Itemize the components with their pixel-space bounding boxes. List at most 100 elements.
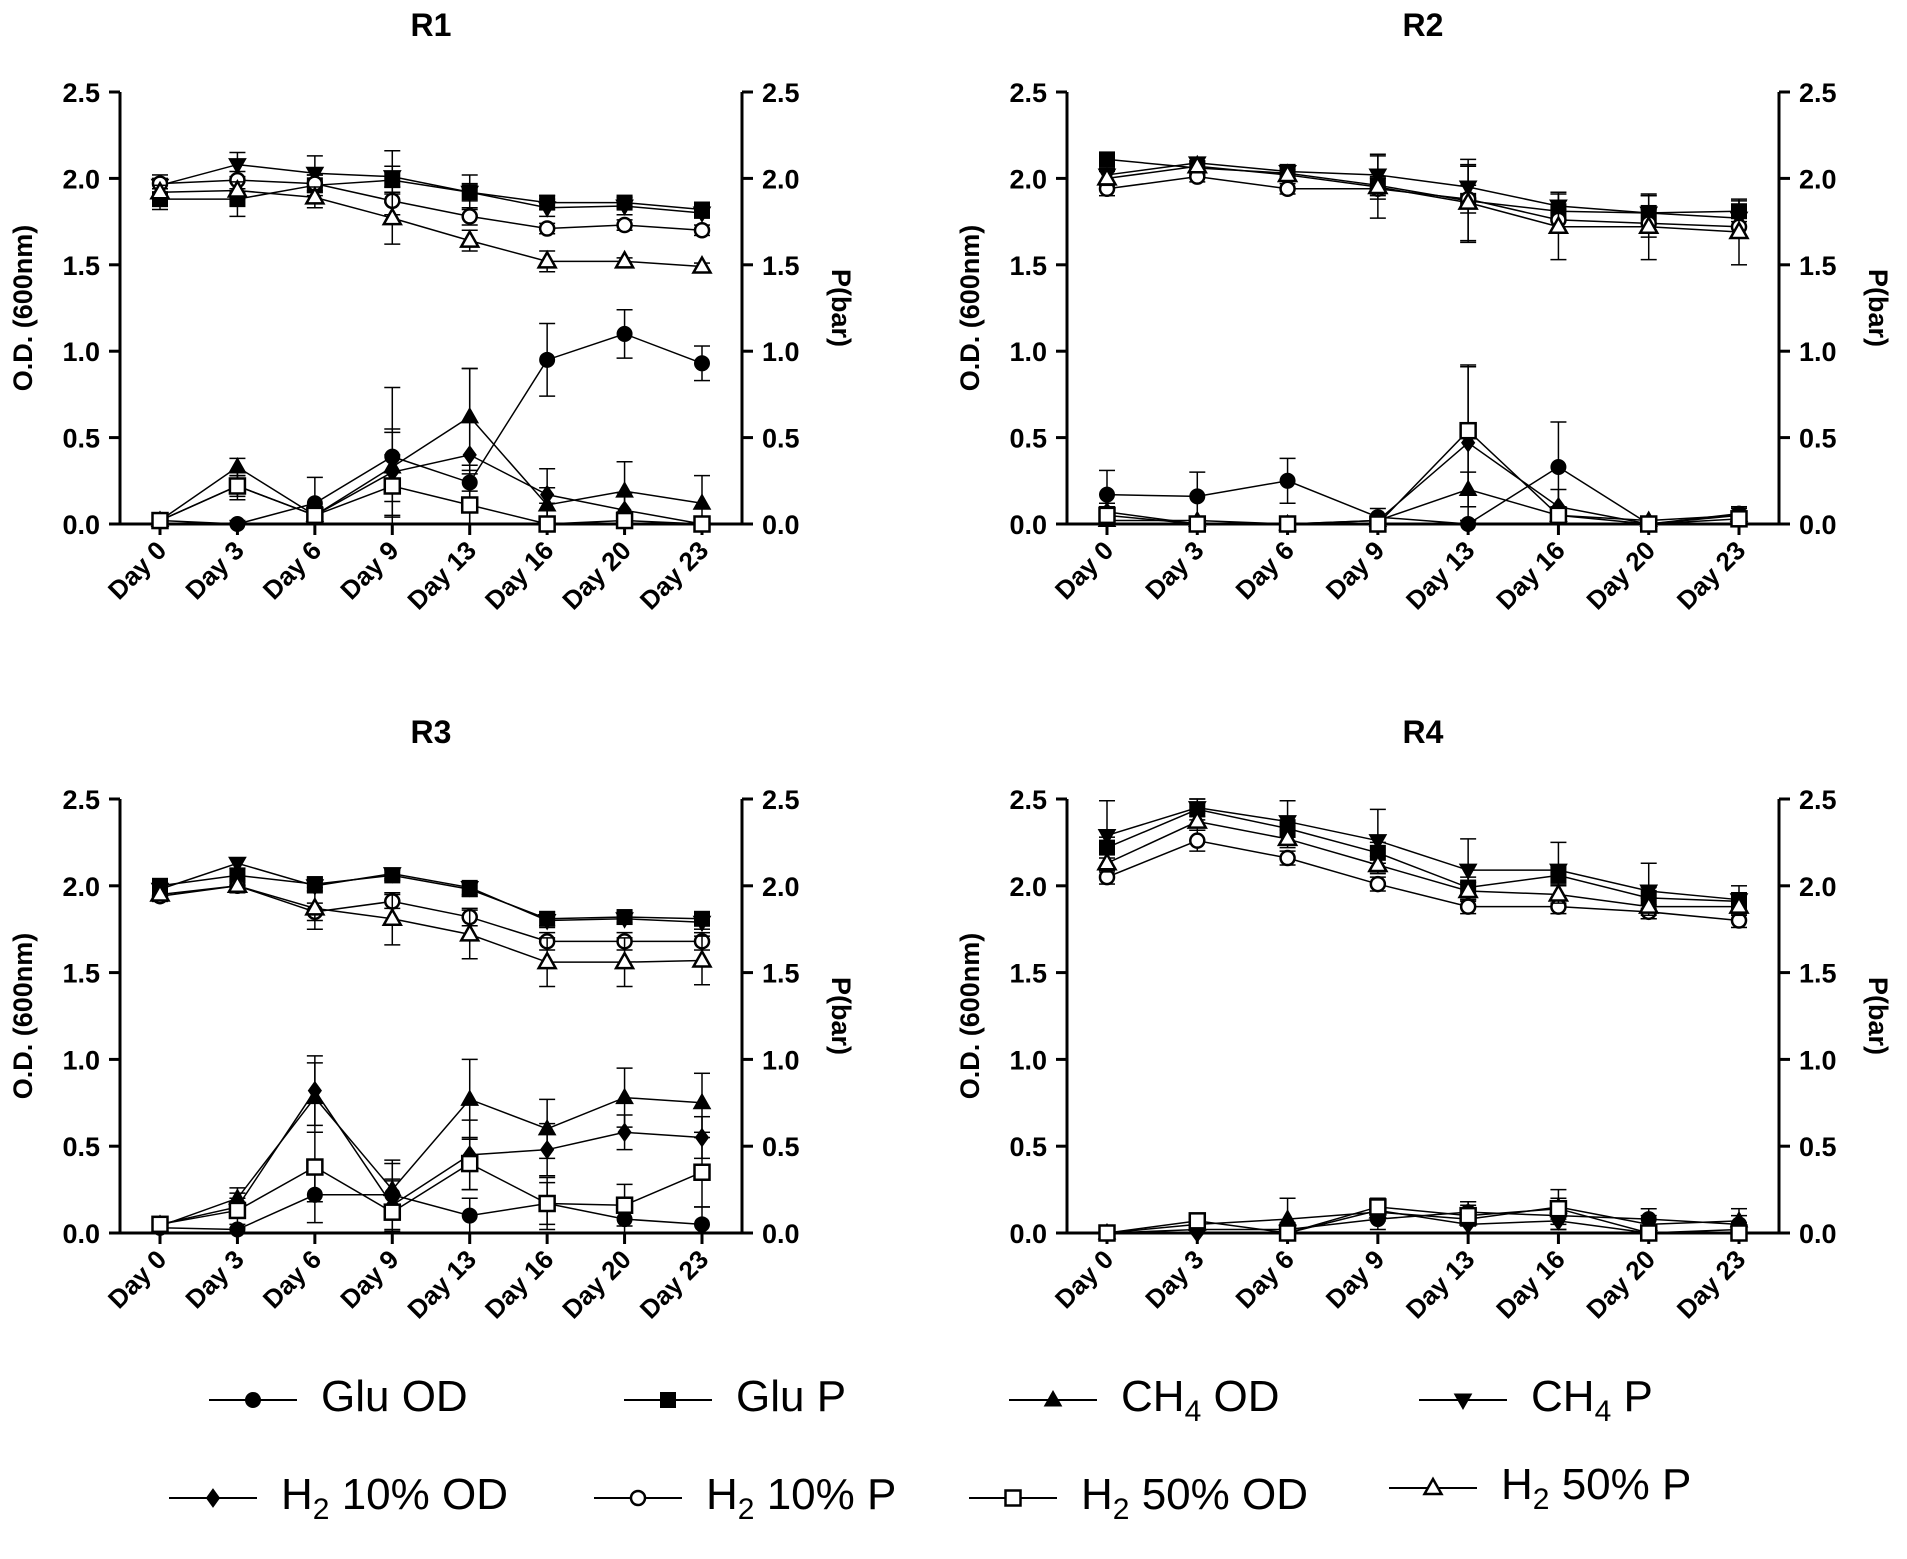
r4-ytick-label-left: 1.5 [1009,959,1047,989]
r3-xtick-label: Day 6 [257,1244,327,1314]
r1-series-h2-50-p-point [304,185,326,205]
r4-series-h2-10-p-line [1106,839,1740,922]
r2-series-h2-50-p-point [1457,191,1479,210]
r2-series-h2-50-od-point [1098,506,1116,525]
r1-ytick-label-left: 1.5 [62,251,100,281]
r4-title: R4 [1403,714,1444,750]
r2-xtick-label: Day 23 [1671,535,1751,615]
r2-series-glu-od-point [1099,486,1115,503]
r1-xtick-label: Day 3 [179,535,249,605]
r2-ytick-label-right: 2.0 [1799,164,1837,194]
r4-series-h2-50-p-point [1367,853,1389,873]
r1-series-ch4-od [150,367,712,528]
r2-ytick-label-left: 2.0 [1009,164,1047,194]
legend-marker-square [660,1392,676,1408]
r4-series-h2-50-od-point [1549,1199,1568,1218]
r4-ytick-label-left: 1.0 [1009,1045,1047,1075]
r2-xtick-label: Day 3 [1139,535,1209,605]
r4-series-h2-50-od-point [1639,1224,1658,1242]
r4-ytick-label-right: 2.5 [1799,785,1837,815]
legend-item-ch4-p: CH4 P [1415,1370,1653,1430]
r4-series-h2-10-p-point [1369,875,1387,893]
r1-series-h2-50-p-line [159,189,703,268]
r3-series-h2-50-od-point [615,1196,634,1214]
r3-series-h2-50-od-point [151,1215,169,1234]
r2-series-h2-50-p-point [1728,220,1750,240]
r2-series-h2-50-od-point [1278,515,1297,533]
legend-item-h2-10-od: H2 10% OD [165,1468,508,1528]
r3-series-h2-50-p [149,874,713,988]
r1-series-h2-10-p-point [461,208,478,225]
r3-series-h2-50-p-point [536,950,558,970]
legend-item-h2-50-p: H2 50% P [1385,1458,1691,1518]
r1-series-ch4-p-point [692,206,712,223]
r3-y2label: P(bar) [826,977,856,1055]
legend-h2-50-od-marker [969,1489,1057,1507]
r1-ytick-label-left: 2.0 [62,164,100,194]
r4-ytick-label-left: 0.5 [1009,1132,1047,1162]
legend-h2-10-od-marker [169,1488,257,1508]
r3-series-h2-50-od-point [693,1163,711,1181]
r2-series-h2-50-od-point [1730,510,1748,528]
r3-series-h2-10-od-line [159,1089,703,1226]
r2-ytick-label-right: 0.0 [1799,510,1837,540]
r3-series-h2-50-p-line [159,885,703,963]
r1-series-ch4-p-point [537,201,557,218]
r3-series-h2-50-od-point [306,1158,324,1176]
r3-series-h2-50-p-point [613,950,636,970]
r4-series-h2-10-p-point [1279,849,1296,867]
r4-series-h2-50-p-point [1638,895,1660,914]
r4-series-ch4-p-line [1106,806,1740,901]
r1-series-h2-50-od-point [693,515,711,533]
r1-series-ch4-p-point [382,170,402,187]
r3-title: R3 [411,714,452,750]
r2-series-h2-10-od-line [1106,441,1740,525]
r2-series-h2-50-od-line [1106,429,1740,525]
r2-series-glu-p-point [1099,151,1115,168]
r1-series-h2-10-od-point [462,445,477,465]
r4-series-h2-50-od-point [1098,1224,1116,1242]
r4-xtick-label: Day 16 [1490,1244,1570,1324]
legend-h2-10-od-label: H2 10% OD [281,1469,508,1526]
r1-series-h2-50-od-point [306,506,324,525]
r2-series-h2-50-p-point [1638,215,1660,235]
r4-series-h2-50-od-line [1106,1206,1739,1234]
legend-glu-od-marker [209,1392,297,1408]
r2-xtick-label: Day 20 [1580,535,1660,615]
r4-ytick-label-left: 0.0 [1009,1219,1047,1249]
r1-series-h2-50-od-point [228,477,247,495]
r1-series-h2-50-p-point [536,249,558,269]
r1-series-ch4-p-point [460,185,480,203]
r2-ytick-label-left: 0.5 [1009,424,1047,454]
r4-series-h2-50-od-point [1188,1212,1207,1230]
r4-xtick-label: Day 23 [1671,1244,1751,1324]
r1-ytick-label-right: 2.5 [762,78,800,108]
r1-series-h2-10-p-point [538,220,556,237]
r4-ytick-label-right: 0.5 [1799,1132,1837,1162]
r1-ytick-label-right: 0.5 [762,424,800,454]
r1-series-h2-10-p-point [693,221,711,239]
r3-series-h2-50-od-point [228,1201,247,1220]
r1-ytick-label-right: 0.0 [762,510,800,540]
r3-series-ch4-p-line [159,862,703,924]
r2-series-ch4-p-line [1106,162,1740,219]
r2-series-glu-od-point [1550,458,1567,475]
r3-series-ch4-p-point [382,867,402,884]
legend-ch4-p-label: CH4 P [1531,1371,1653,1428]
legend-item-glu-p: Glu P [620,1370,846,1430]
r2-y2label: P(bar) [1863,269,1893,347]
r3-series-h2-10-od-point [617,1122,632,1143]
r4-series-glu-p-line [1106,808,1740,903]
r1-ytick-label-right: 2.0 [762,164,800,194]
r2-xtick-label: Day 13 [1400,535,1480,615]
r3-series-ch4-od-point [692,1092,712,1110]
r4-series-h2-50-od [1098,1197,1748,1242]
r1-series-glu-od [152,308,710,532]
r4-series-h2-10-p-point [1459,898,1477,915]
legend-h2-50-od-label: H2 50% OD [1081,1469,1308,1526]
r3-xtick-label: Day 0 [102,1244,172,1314]
r1-series-h2-50-p-point [691,254,713,274]
r3-ytick-label-left: 0.0 [62,1219,100,1249]
r4-series-h2-50-p-point [1276,827,1299,847]
r3-ylabel: O.D. (600nm) [8,933,38,1100]
